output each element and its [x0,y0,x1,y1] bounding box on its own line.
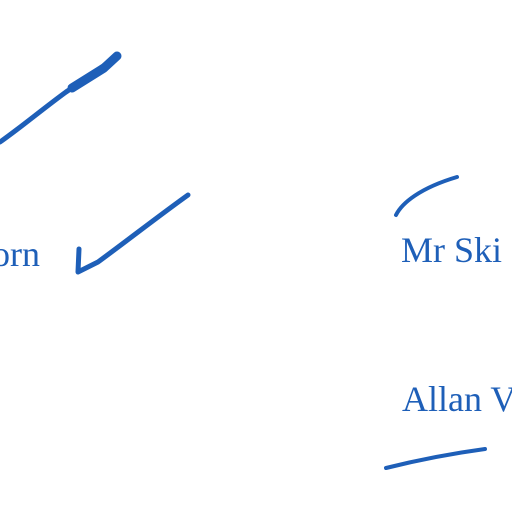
name-fragment-orn: orn [0,234,40,274]
tick-mark-middle [75,192,191,275]
pen-stroke-arc [394,175,459,217]
underline-stroke [384,447,487,470]
name-fragment-mr-ski: Mr Ski [401,230,503,270]
name-fragment-allan: Allan V [402,379,512,419]
tick-mark-top-blot [67,51,122,93]
